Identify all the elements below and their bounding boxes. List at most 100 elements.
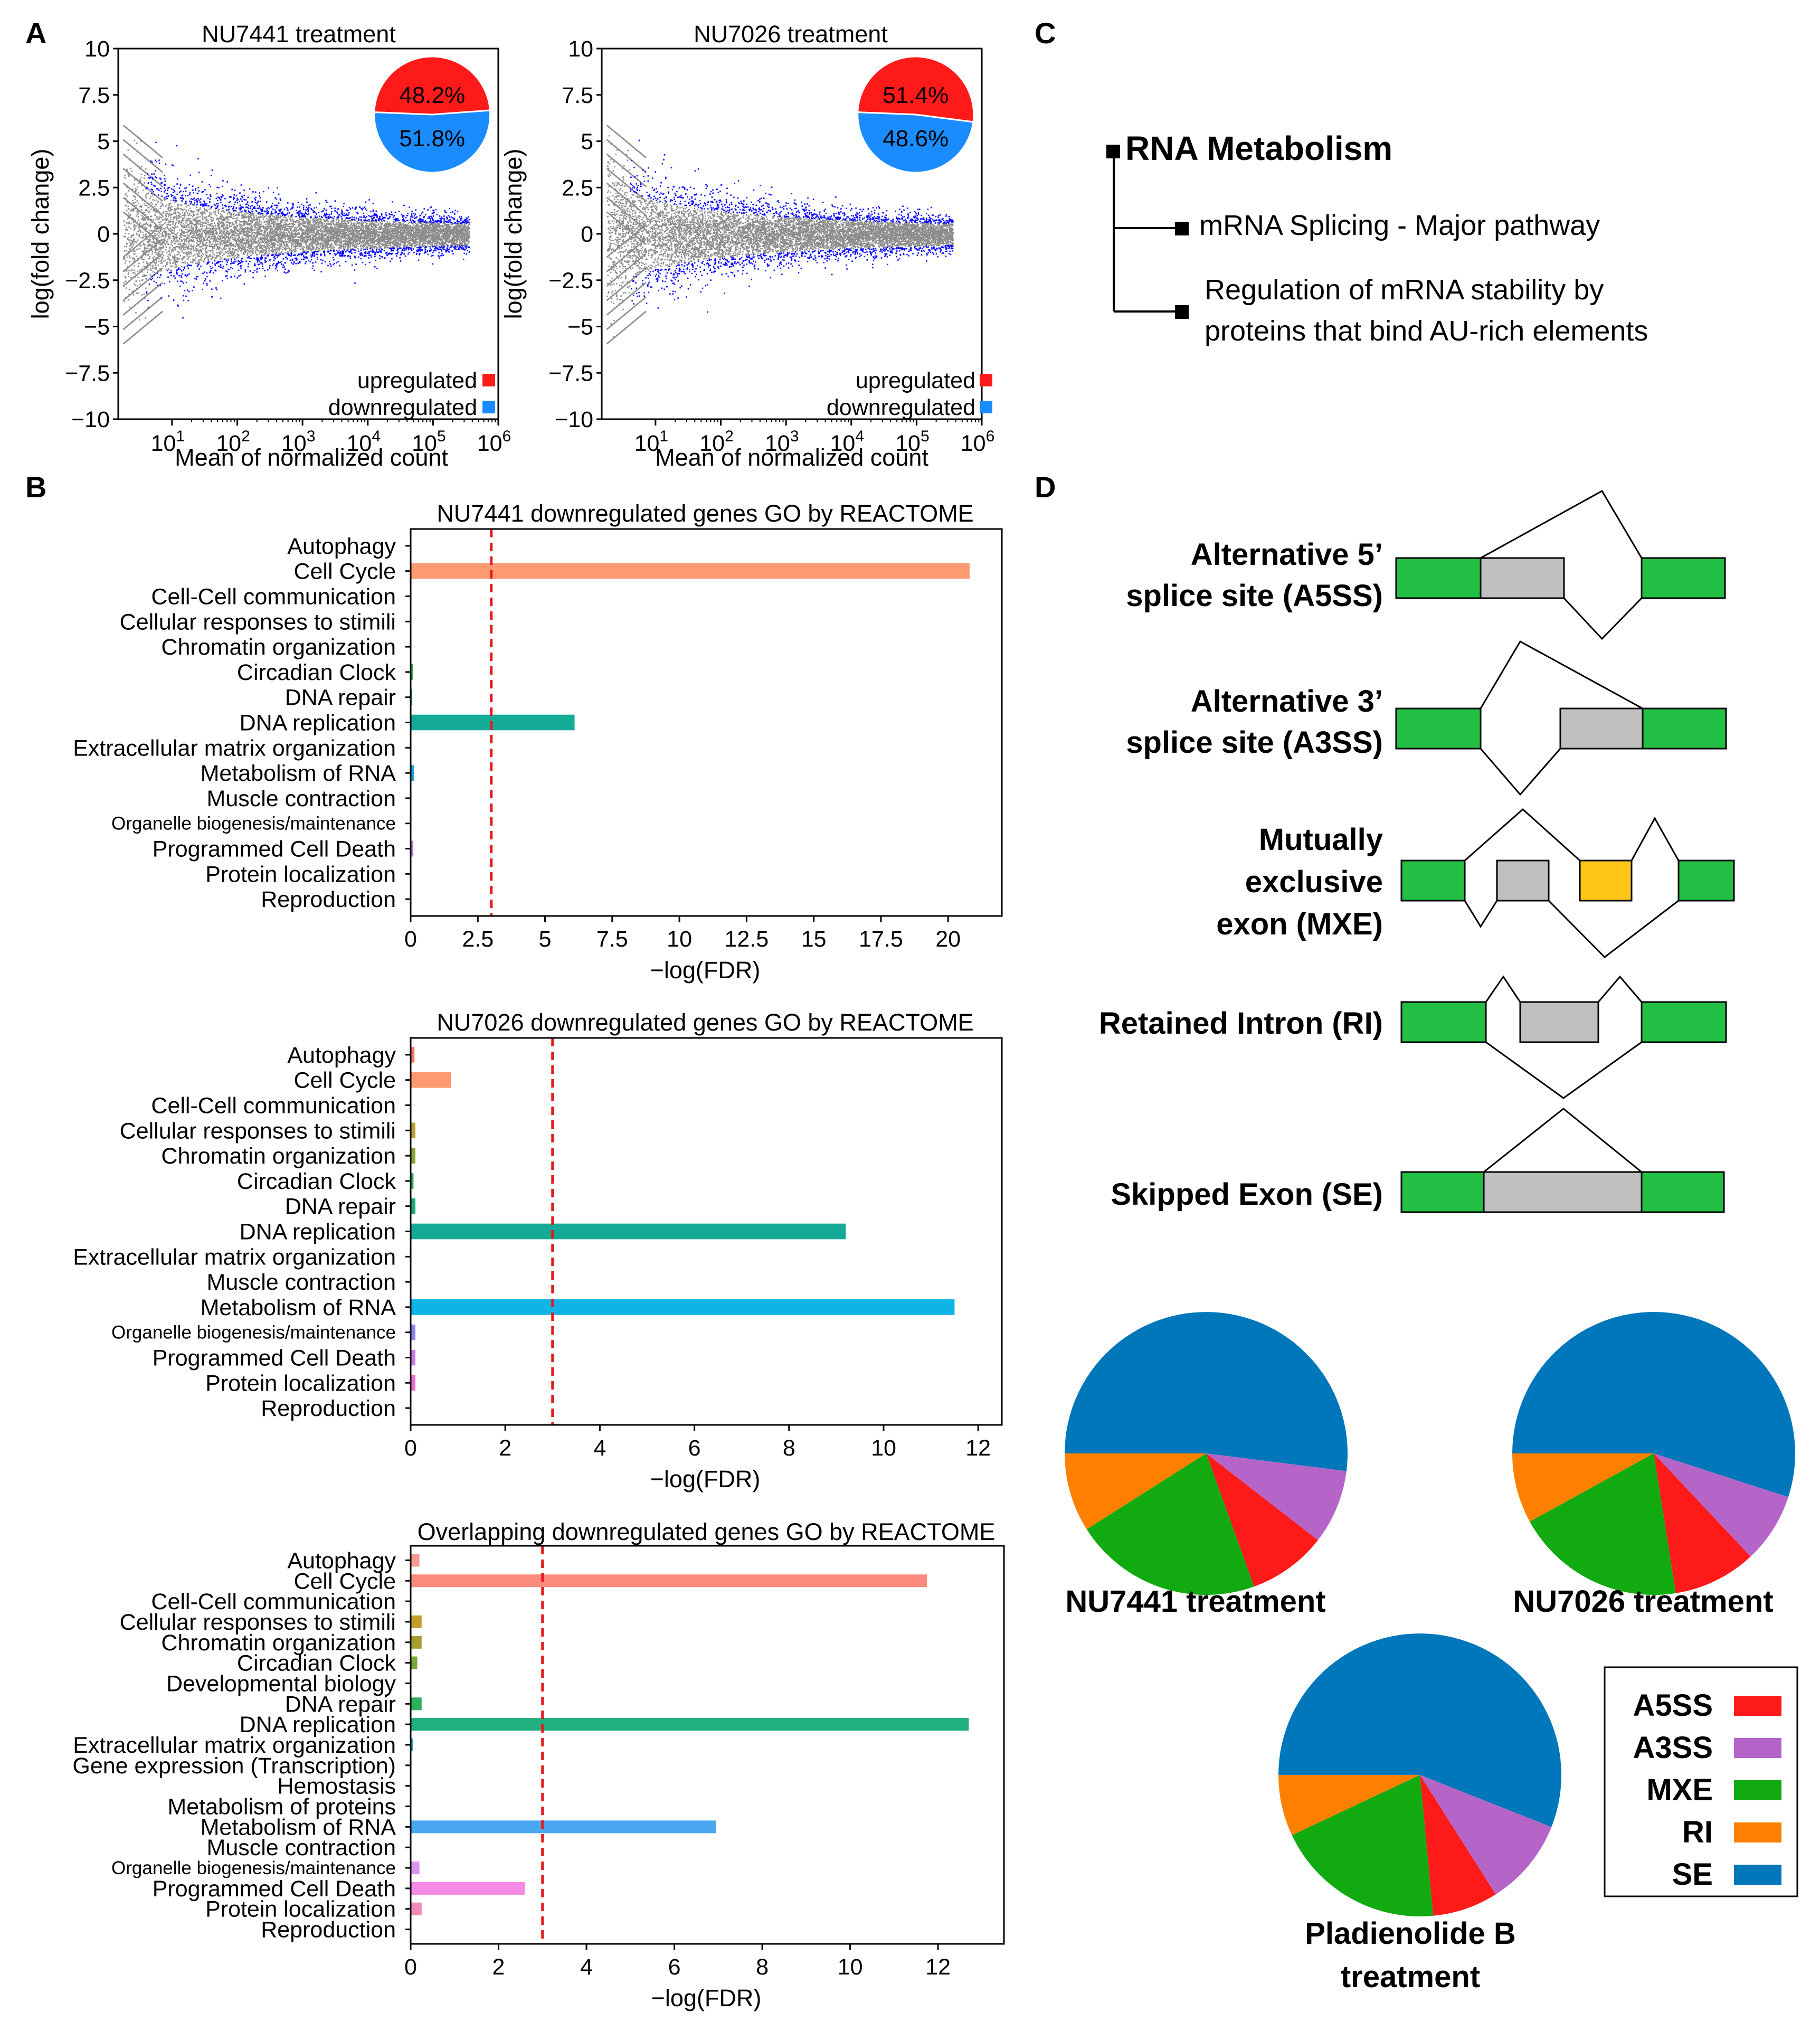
splice-legend: A5SS A3SS MXE RI SE — [1604, 1666, 1798, 1897]
category-label: Cell Cycle — [293, 1068, 396, 1093]
mxe-label-3: exon (MXE) — [1216, 907, 1383, 941]
y-ticks: 10 7.5 5 2.5 0 −2.5 −5 −7.5 −10 — [65, 36, 118, 432]
bar — [411, 714, 575, 731]
x-tick-label: 105 — [895, 428, 930, 456]
x-axis-label: Mean of normalized count — [655, 444, 928, 471]
bar — [411, 1299, 955, 1315]
bar — [411, 840, 414, 857]
splice-junction — [1563, 597, 1643, 640]
ma-plot-nu7441: NU7441 treatment 10 7.5 5 2.5 0 −2.5 −5 −7.5 −10… — [27, 21, 511, 471]
bar — [411, 563, 970, 579]
y-tick-label: 10 — [568, 36, 593, 62]
pie-slice-A3SS — [1420, 1775, 1552, 1895]
x-tick-label: 8 — [756, 1954, 769, 1980]
pie-label-down: 48.6% — [883, 126, 949, 152]
y-tick-label: −10 — [555, 407, 593, 432]
y-tick-label: 2.5 — [562, 175, 593, 201]
bars — [411, 1554, 969, 1915]
alt-exon — [1496, 859, 1550, 902]
pathway-tree: RNA Metabolism mRNA Splicing - Major pat… — [1106, 129, 1648, 347]
ma-points — [606, 125, 954, 344]
bar — [411, 1656, 418, 1669]
category-label: Extracellular matrix organization — [73, 1733, 396, 1758]
mxe-exon — [1579, 859, 1633, 902]
y-tick-label: −5 — [567, 315, 593, 340]
se-diagram — [1400, 1108, 1725, 1213]
bar-title: NU7026 downregulated genes GO by REACTOM… — [437, 1009, 973, 1036]
legend-upregulated: upregulated — [357, 368, 477, 393]
category-label: Metabolism of RNA — [201, 1815, 396, 1840]
category-label: Cell Cycle — [293, 1569, 396, 1594]
splice-junction — [1480, 640, 1643, 710]
a3ss-label-2: splice site (A3SS) — [1126, 725, 1383, 760]
legend-swatch — [1734, 1822, 1781, 1843]
category-label: Organelle biogenesis/maintenance — [111, 1322, 396, 1343]
pie-nu7026 — [1512, 1312, 1795, 1595]
bars — [411, 563, 970, 857]
pie-slice-SE — [1278, 1633, 1561, 1827]
alt-exon — [1480, 557, 1565, 599]
category-label: Metabolism of RNA — [201, 761, 396, 786]
x-tick-label: 106 — [477, 428, 511, 456]
category-label: Cell-Cell communication — [151, 584, 396, 610]
pie-label-down: 51.8% — [399, 126, 465, 152]
splice-junction — [1631, 816, 1680, 861]
bar — [411, 1697, 422, 1711]
category-label: Metabolism of proteins — [167, 1794, 396, 1820]
x-tick-label: 4 — [580, 1954, 593, 1980]
y-axis-label: log(fold change) — [500, 149, 527, 319]
bar — [411, 1636, 422, 1649]
category-label: Circadian Clock — [237, 660, 396, 685]
legend-swatch — [1734, 1696, 1781, 1716]
tree-child2-label-2: proteins that bind AU-rich elements — [1205, 315, 1648, 347]
category-label: Circadian Clock — [237, 1651, 396, 1676]
legend-label: MXE — [1646, 1773, 1713, 1807]
x-tick-label: 0 — [404, 1435, 417, 1461]
bar — [411, 1349, 415, 1366]
a3ss-diagram — [1395, 640, 1727, 796]
panel-label-d: D — [1035, 470, 1056, 504]
pie-slice-RI — [1065, 1453, 1206, 1529]
significant-points — [630, 139, 954, 313]
y-tick-label: 7.5 — [562, 83, 593, 108]
x-tick-label: 2.5 — [462, 927, 494, 952]
x-tick-label: 12.5 — [725, 927, 769, 952]
x-axis-label: Mean of normalized count — [175, 444, 448, 471]
bar — [411, 1862, 420, 1875]
mxe-diagram — [1400, 808, 1735, 958]
x-tick-label: 5 — [539, 927, 552, 952]
y-tick-label: 0 — [97, 222, 110, 247]
x-tick-label: 17.5 — [859, 927, 903, 952]
tree-node — [1106, 145, 1120, 158]
plot-frame — [410, 1545, 1005, 1945]
y-axis-label: log(fold change) — [27, 149, 54, 319]
x-tick-label: 20 — [935, 927, 961, 952]
y-tick-label: −2.5 — [65, 268, 110, 294]
y-tick-label: −2.5 — [548, 268, 593, 294]
category-label: Muscle contraction — [207, 786, 396, 811]
mxe-label-1: Mutually — [1259, 823, 1383, 857]
x-axis-label: −log(FDR) — [651, 1985, 762, 2011]
y-tick-label: 7.5 — [78, 83, 110, 108]
pie3-label-2: treatment — [1341, 1960, 1480, 1994]
x-tick-label: 10 — [871, 1435, 896, 1461]
category-label: Metabolism of RNA — [201, 1295, 396, 1320]
x-tick-label: 12 — [925, 1954, 951, 1980]
pie-nu7441 — [1065, 1312, 1348, 1595]
bar — [411, 1820, 716, 1834]
mxe-label-2: exclusive — [1245, 865, 1383, 899]
x-ticks: 0 2.5 5 7.5 10 12.5 15 17.5 20 — [404, 916, 961, 952]
x-ticks: 0 2 4 6 8 10 12 — [404, 1425, 991, 1461]
legend-label: A5SS — [1633, 1688, 1713, 1723]
legend-items: A5SS A3SS MXE RI SE — [1633, 1688, 1781, 1892]
category-label: Organelle biogenesis/maintenance — [111, 814, 396, 834]
bar — [411, 1554, 420, 1567]
se-label: Skipped Exon (SE) — [1111, 1177, 1383, 1212]
category-label: Gene expression (Transcription) — [72, 1753, 396, 1779]
x-tick-label: 6 — [688, 1435, 701, 1461]
splice-junction — [1464, 808, 1581, 862]
category-label: Reproduction — [261, 1396, 396, 1421]
pie-slice-SE — [1512, 1312, 1795, 1497]
legend-downregulated: downregulated — [827, 395, 975, 420]
